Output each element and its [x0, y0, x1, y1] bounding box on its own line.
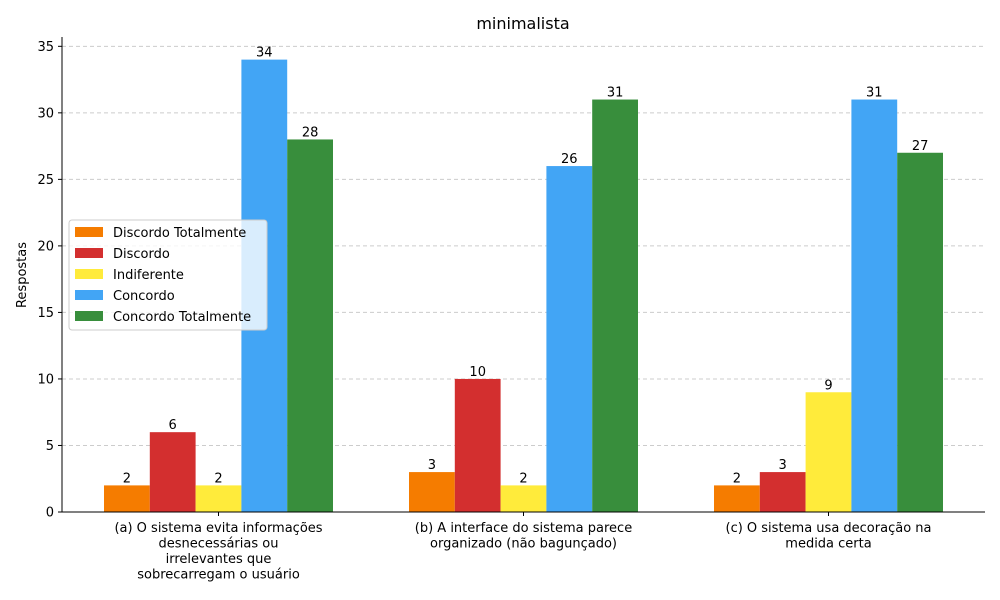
- data-label: 2: [214, 471, 222, 486]
- data-label: 2: [519, 471, 527, 486]
- bar: [149, 432, 196, 512]
- legend-box: [68, 219, 268, 331]
- x-tick-label-line: (a) O sistema evita informações: [114, 521, 322, 536]
- data-label: 3: [779, 458, 787, 473]
- data-label: 28: [302, 125, 319, 140]
- legend-swatch: [75, 227, 103, 237]
- data-label: 9: [824, 378, 832, 393]
- y-tick-labels: 0 5 10 15 20 25 30 35: [37, 40, 62, 521]
- bar: [759, 472, 806, 512]
- y-tick-label: 10: [37, 372, 54, 387]
- y-tick-label: 25: [37, 173, 54, 188]
- x-tick-label-line: organizado (não bagunçado): [430, 537, 617, 552]
- bar: [500, 485, 547, 512]
- legend-swatch: [75, 311, 103, 321]
- x-tick-label-line: irrelevantes que: [166, 552, 272, 567]
- data-label: 10: [469, 365, 486, 380]
- bar: [851, 99, 898, 513]
- legend-swatch: [75, 290, 103, 300]
- bar: [546, 166, 593, 512]
- legend-label: Concordo Totalmente: [113, 310, 251, 325]
- data-label: 34: [256, 46, 273, 61]
- legend: Discordo Totalmente Discordo Indiferente Co…: [68, 219, 268, 331]
- y-tick-label: 15: [37, 306, 54, 321]
- bar: [805, 392, 852, 512]
- chart-title: minimalista: [476, 14, 569, 33]
- x-tick-label-line: (b) A interface do sistema parece: [415, 521, 632, 536]
- bar: [409, 472, 455, 512]
- x-tick-label-line: medida certa: [785, 537, 871, 552]
- y-tick-label: 35: [37, 40, 54, 55]
- y-tick-label: 20: [37, 239, 54, 254]
- data-label: 31: [866, 86, 883, 101]
- legend-label: Discordo: [113, 247, 170, 262]
- x-tick-label-line: desnecessárias ou: [159, 537, 279, 552]
- y-tick-label: 30: [37, 106, 54, 121]
- x-tick-label: (c) O sistema usa decoração na medida cer…: [726, 521, 932, 552]
- bar: [897, 152, 943, 513]
- legend-label: Discordo Totalmente: [113, 226, 246, 241]
- bar: [454, 378, 501, 512]
- legend-label: Indiferente: [113, 268, 184, 283]
- y-tick-label: 0: [46, 506, 54, 521]
- x-tick-label-line: sobrecarregam o usuário: [137, 568, 300, 583]
- bar: [195, 485, 242, 512]
- x-tick-label-line: (c) O sistema usa decoração na: [726, 521, 932, 536]
- data-label: 2: [733, 471, 741, 486]
- legend-swatch: [75, 248, 103, 258]
- y-axis-label: Respostas: [15, 242, 30, 308]
- y-tick-label: 5: [46, 439, 54, 454]
- data-label: 6: [169, 418, 177, 433]
- x-tick-labels: (a) O sistema evita informações desnecess…: [114, 512, 931, 583]
- bar: [104, 485, 150, 512]
- legend-swatch: [75, 269, 103, 279]
- data-label: 3: [428, 458, 436, 473]
- data-label: 27: [912, 139, 929, 154]
- x-tick-label: (b) A interface do sistema parece organiz…: [415, 521, 632, 552]
- legend-label: Concordo: [113, 289, 175, 304]
- bars-layer: [104, 59, 943, 513]
- data-label: 2: [123, 471, 131, 486]
- data-label: 26: [561, 152, 578, 167]
- bar: [714, 485, 760, 512]
- data-label: 31: [607, 86, 624, 101]
- bar: [287, 139, 333, 512]
- x-tick-label: (a) O sistema evita informações desnecess…: [114, 521, 322, 583]
- bar: [592, 99, 638, 513]
